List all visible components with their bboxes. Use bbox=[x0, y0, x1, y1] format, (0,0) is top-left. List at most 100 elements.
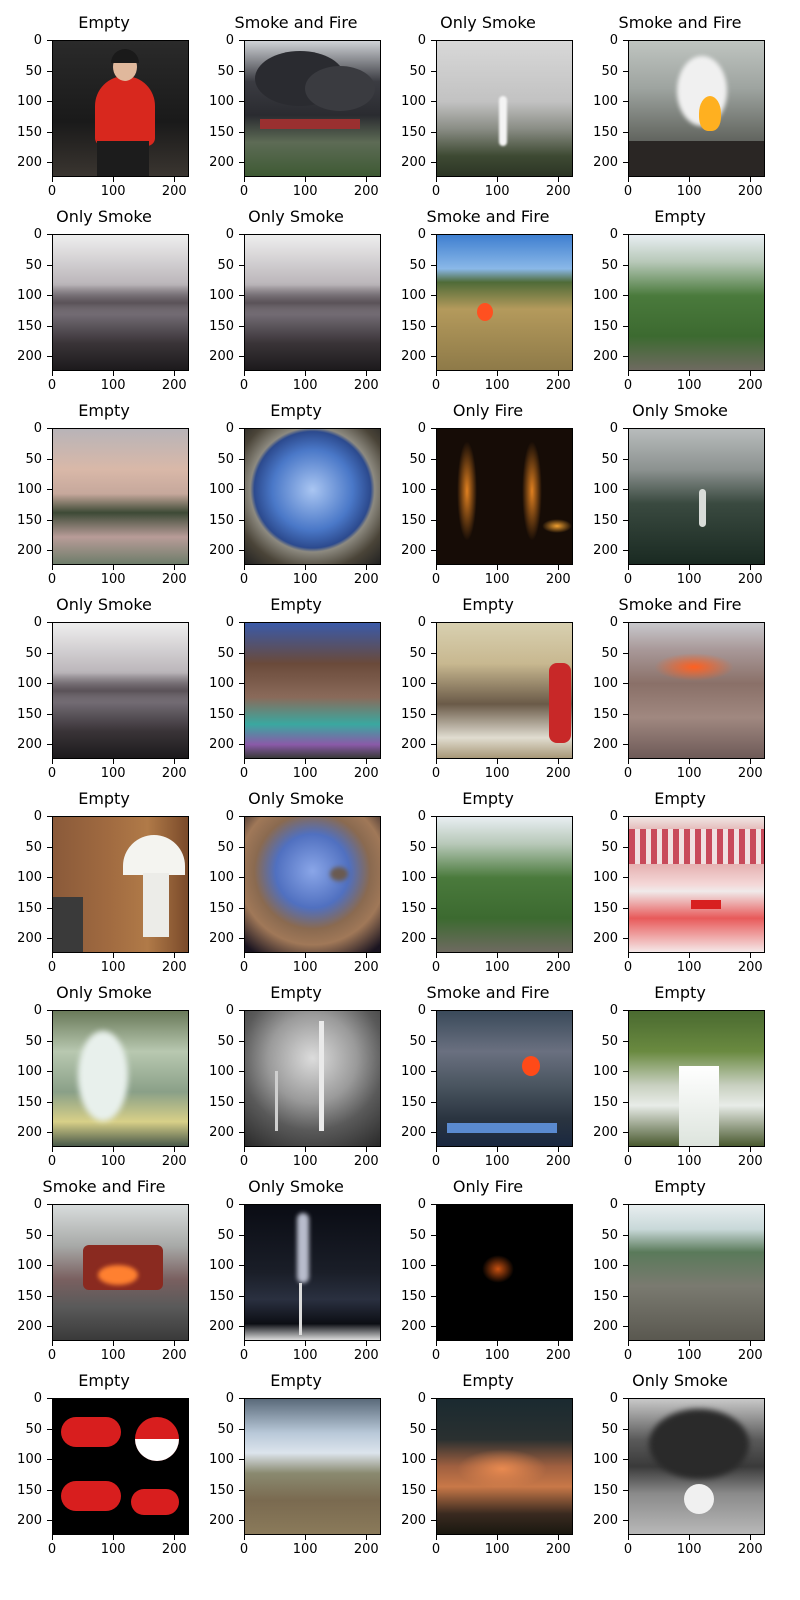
y-tick-mark bbox=[431, 234, 436, 235]
y-tick-mark bbox=[47, 489, 52, 491]
y-tick-mark bbox=[239, 489, 244, 491]
x-tick-mark bbox=[366, 177, 368, 182]
y-tick-mark bbox=[431, 1520, 436, 1522]
y-tick-label: 50 bbox=[25, 257, 42, 273]
y-tick-label: 100 bbox=[593, 94, 618, 110]
x-tick-label: 200 bbox=[737, 766, 763, 781]
x-tick-label: 0 bbox=[623, 1542, 633, 1557]
y-tick-label: 50 bbox=[25, 451, 42, 467]
y-tick-label: 50 bbox=[25, 645, 42, 661]
y-tick-label: 200 bbox=[17, 1125, 42, 1141]
image-panel: Only Smoke 0 50 100 150 200 0 100 200 bbox=[398, 7, 578, 198]
y-tick-mark bbox=[239, 295, 244, 297]
y-tick-mark bbox=[239, 1428, 244, 1430]
x-tick-mark bbox=[113, 1341, 115, 1346]
y-tick-label: 50 bbox=[601, 1227, 618, 1243]
x-tick-label: 0 bbox=[431, 1348, 441, 1363]
x-tick-label: 0 bbox=[239, 1154, 249, 1169]
x-tick-mark bbox=[558, 1341, 560, 1346]
y-tick-label: 200 bbox=[209, 1513, 234, 1529]
x-tick-label: 0 bbox=[623, 184, 633, 199]
image-panel: Empty 0 50 100 150 200 0 100 200 bbox=[14, 395, 194, 586]
x-tick-label: 100 bbox=[676, 766, 702, 781]
y-tick-mark bbox=[431, 162, 436, 164]
y-tick-label: 150 bbox=[209, 512, 234, 528]
y-tick-label: 50 bbox=[601, 63, 618, 79]
x-tick-label: 200 bbox=[161, 766, 187, 781]
y-tick-label: 200 bbox=[209, 737, 234, 753]
x-tick-label: 0 bbox=[47, 1348, 57, 1363]
x-tick-mark bbox=[174, 1147, 176, 1152]
x-tick-mark bbox=[689, 759, 691, 764]
y-tick-label: 50 bbox=[601, 1421, 618, 1437]
y-tick-label: 50 bbox=[409, 1033, 426, 1049]
y-tick-label: 200 bbox=[209, 931, 234, 947]
y-tick-label: 150 bbox=[593, 1288, 618, 1304]
x-tick-label: 100 bbox=[484, 960, 510, 975]
panel-title: Empty bbox=[462, 595, 514, 614]
panel-title: Only Smoke bbox=[440, 13, 536, 32]
x-tick-label: 100 bbox=[484, 1154, 510, 1169]
y-tick-mark bbox=[431, 1010, 436, 1011]
y-tick-label: 100 bbox=[17, 482, 42, 498]
x-tick-label: 100 bbox=[292, 1542, 318, 1557]
x-tick-label: 200 bbox=[545, 1348, 571, 1363]
image-panel: Only Smoke 0 50 100 150 200 0 100 200 bbox=[590, 1365, 770, 1556]
y-tick-label: 0 bbox=[417, 809, 426, 824]
y-tick-label: 100 bbox=[593, 1064, 618, 1080]
y-tick-label: 50 bbox=[601, 1033, 618, 1049]
x-tick-mark bbox=[497, 759, 499, 764]
y-tick-mark bbox=[239, 907, 244, 909]
y-tick-mark bbox=[239, 1459, 244, 1461]
y-tick-label: 100 bbox=[401, 288, 426, 304]
x-tick-mark bbox=[305, 759, 307, 764]
x-tick-mark bbox=[366, 1341, 368, 1346]
y-tick-mark bbox=[623, 264, 628, 266]
y-tick-label: 150 bbox=[17, 124, 42, 140]
x-tick-mark bbox=[689, 371, 691, 376]
image-panel: Smoke and Fire 0 50 100 150 200 0 100 200 bbox=[590, 589, 770, 780]
x-tick-label: 0 bbox=[47, 378, 57, 393]
x-tick-mark bbox=[366, 565, 368, 570]
x-tick-mark bbox=[305, 371, 307, 376]
y-tick-label: 0 bbox=[225, 421, 234, 436]
x-tick-mark bbox=[750, 953, 752, 958]
y-tick-label: 150 bbox=[17, 1482, 42, 1498]
y-tick-label: 0 bbox=[225, 227, 234, 242]
x-tick-mark bbox=[436, 177, 437, 182]
x-tick-mark bbox=[305, 565, 307, 570]
sample-image bbox=[52, 1204, 189, 1341]
y-tick-label: 50 bbox=[25, 63, 42, 79]
x-tick-mark bbox=[174, 1535, 176, 1540]
y-tick-mark bbox=[47, 1428, 52, 1430]
image-panel: Smoke and Fire 0 50 100 150 200 0 100 200 bbox=[590, 7, 770, 198]
image-panel: Empty 0 50 100 150 200 0 100 200 bbox=[398, 589, 578, 780]
x-tick-mark bbox=[689, 1341, 691, 1346]
image-panel: Empty 0 50 100 150 200 0 100 200 bbox=[206, 1365, 386, 1556]
panel-title: Smoke and Fire bbox=[234, 13, 358, 32]
y-tick-label: 200 bbox=[17, 931, 42, 947]
y-tick-mark bbox=[47, 846, 52, 848]
x-tick-mark bbox=[305, 1147, 307, 1152]
x-tick-mark bbox=[689, 1535, 691, 1540]
image-panel: Empty 0 50 100 150 200 0 100 200 bbox=[206, 395, 386, 586]
y-tick-mark bbox=[623, 1265, 628, 1267]
image-panel: Smoke and Fire 0 50 100 150 200 0 100 200 bbox=[398, 201, 578, 392]
y-tick-mark bbox=[47, 1071, 52, 1073]
y-tick-mark bbox=[239, 1040, 244, 1042]
x-tick-mark bbox=[628, 371, 629, 376]
y-tick-mark bbox=[431, 519, 436, 521]
y-tick-mark bbox=[47, 622, 52, 623]
y-tick-label: 150 bbox=[593, 1482, 618, 1498]
y-tick-label: 200 bbox=[401, 931, 426, 947]
y-tick-mark bbox=[239, 713, 244, 715]
x-tick-mark bbox=[52, 177, 53, 182]
y-tick-mark bbox=[47, 295, 52, 297]
x-tick-label: 200 bbox=[737, 1348, 763, 1363]
y-tick-label: 100 bbox=[17, 676, 42, 692]
y-tick-label: 150 bbox=[17, 900, 42, 916]
y-tick-mark bbox=[431, 325, 436, 327]
x-tick-label: 200 bbox=[353, 184, 379, 199]
y-tick-label: 0 bbox=[609, 421, 618, 436]
sample-image bbox=[628, 1204, 765, 1341]
